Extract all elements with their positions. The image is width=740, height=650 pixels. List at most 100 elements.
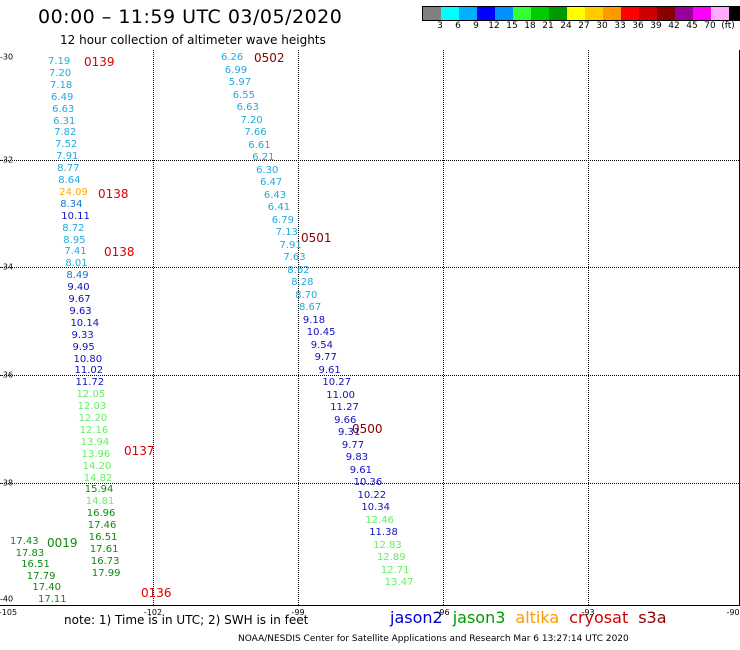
longitude-tick-label: -90 [726, 608, 740, 617]
latitude-tick-label: -40 [0, 594, 14, 604]
wave-height-value: 8.72 [62, 222, 85, 234]
wave-height-value: 14.81 [85, 496, 115, 508]
wave-height-value: 12.83 [373, 539, 402, 551]
wave-height-value: 8.67 [299, 302, 322, 313]
wave-height-value: 5.97 [228, 77, 252, 88]
latitude-tick-label: -34 [0, 262, 14, 272]
legend-label: 9 [473, 21, 479, 31]
wave-height-value: 8.01 [65, 258, 88, 270]
legend-swatch [675, 7, 693, 20]
wave-height-value: 6.49 [51, 91, 74, 103]
legend-label: 27 [578, 21, 590, 31]
legend-label: 6 [455, 21, 461, 31]
legend-label: 3 [437, 21, 443, 31]
color-scale-legend [422, 6, 740, 21]
wave-height-value: 12.46 [365, 514, 394, 526]
wave-height-value: 16.73 [90, 555, 120, 567]
wave-height-value: 6.43 [263, 189, 287, 201]
pass-time-label: 0501 [301, 231, 332, 245]
wave-height-value: 12.16 [79, 424, 109, 436]
legend-swatch [531, 7, 549, 20]
wave-height-value: 11.38 [369, 527, 398, 538]
satellite-name: altika [515, 608, 560, 627]
map-title: 00:00 – 11:59 UTC 03/05/2020 [38, 6, 343, 28]
wave-height-value: 10.14 [70, 317, 100, 329]
wave-height-value: 6.21 [252, 152, 275, 163]
wave-height-value: 17.43 [10, 536, 39, 547]
wave-height-value: 7.66 [244, 127, 267, 138]
wave-height-value: 17.61 [89, 543, 119, 555]
wave-height-value: 6.79 [271, 214, 294, 226]
wave-height-value: 8.62 [287, 264, 310, 276]
legend-label: 39 [650, 21, 662, 31]
latitude-gridline [0, 267, 739, 268]
pass-time-label: 0137 [124, 444, 155, 458]
wave-height-value: 9.67 [68, 294, 91, 305]
wave-height-value: 16.51 [21, 559, 50, 571]
wave-height-value: 8.49 [66, 270, 89, 282]
latitude-gridline [0, 483, 739, 484]
wave-height-value: 7.20 [49, 67, 72, 79]
legend-label: 24 [560, 21, 572, 31]
longitude-gridline [153, 50, 154, 605]
wave-height-value: 7.52 [55, 139, 78, 151]
latitude-tick-label: -32 [0, 155, 14, 165]
longitude-tick-label: -105 [0, 608, 18, 617]
wave-height-value: 6.55 [232, 89, 255, 101]
wave-height-value: 9.31 [338, 427, 361, 438]
wave-height-value: 11.00 [326, 389, 355, 401]
wave-height-value: 6.61 [248, 139, 271, 151]
legend-swatch [711, 7, 729, 20]
wave-height-value: 9.95 [72, 341, 95, 353]
footnote: note: 1) Time is in UTC; 2) SWH is in fe… [64, 613, 309, 627]
legend-swatch [729, 7, 740, 20]
wave-height-value: 17.46 [87, 520, 117, 532]
latitude-gridline [0, 375, 739, 376]
wave-height-value: 8.34 [60, 198, 83, 210]
pass-time-label: 0500 [352, 422, 383, 436]
wave-height-value: 10.27 [322, 377, 352, 388]
legend-label: (ft) [721, 21, 735, 31]
legend-swatch [693, 7, 711, 20]
wave-height-value: 7.82 [54, 127, 77, 139]
longitude-tick-label: -102 [143, 608, 163, 617]
wave-height-value: 6.63 [236, 102, 259, 113]
legend-label: 30 [596, 21, 608, 31]
wave-height-value: 10.34 [361, 502, 391, 513]
pass-time-label: 0139 [84, 55, 115, 69]
wave-height-value: 8.70 [295, 289, 318, 301]
wave-height-value: 17.83 [15, 547, 45, 559]
longitude-gridline [443, 50, 444, 605]
latitude-tick-label: -36 [0, 370, 14, 380]
satellite-name: jason2 [390, 608, 443, 627]
wave-height-value: 15.94 [84, 484, 114, 496]
wave-height-value: 6.30 [256, 164, 279, 176]
longitude-gridline [588, 50, 589, 605]
wave-height-value: 6.99 [224, 64, 248, 76]
wave-height-value: 7.18 [50, 79, 73, 91]
wave-height-value: 13.94 [80, 436, 110, 448]
wave-height-value: 9.83 [345, 452, 369, 463]
wave-height-value: 12.03 [77, 401, 107, 413]
longitude-tick-label: -99 [291, 608, 305, 617]
legend-swatch [441, 7, 459, 20]
longitude-gridline [298, 50, 299, 605]
legend-swatch [423, 7, 441, 20]
wave-height-value: 12.71 [380, 564, 410, 576]
wave-height-value: 10.45 [306, 327, 336, 338]
longitude-tick-label: -93 [581, 608, 595, 617]
latitude-tick-label: -38 [0, 478, 14, 488]
pass-time-label: 0019 [47, 536, 78, 550]
wave-height-value: 9.66 [334, 414, 357, 426]
credit-line: NOAA/NESDIS Center for Satellite Applica… [238, 634, 629, 644]
wave-height-value: 7.41 [64, 246, 87, 258]
legend-label: 36 [632, 21, 644, 31]
legend-swatch [639, 7, 657, 20]
legend-label: 45 [686, 21, 698, 31]
legend-label: 21 [542, 21, 554, 31]
wave-height-value: 10.22 [357, 489, 387, 501]
wave-height-value: 9.18 [302, 314, 326, 326]
wave-height-value: 9.54 [310, 339, 333, 351]
legend-label: 33 [614, 21, 626, 31]
map-subtitle: 12 hour collection of altimeter wave hei… [60, 33, 326, 47]
